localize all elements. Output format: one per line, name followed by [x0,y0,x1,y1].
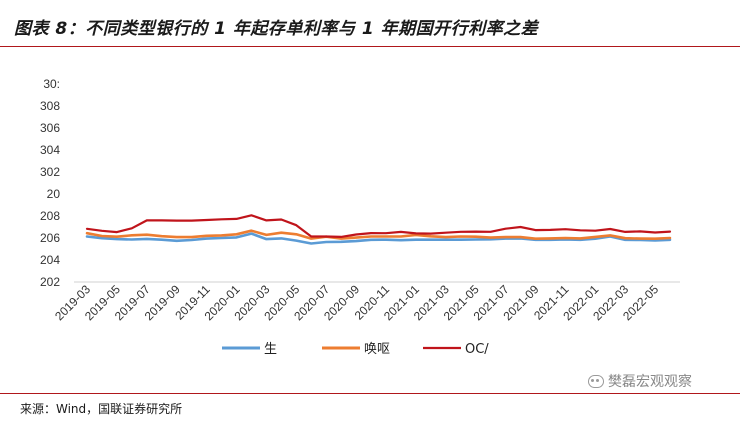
y-tick-label: 302 [40,165,60,179]
y-tick-label: 204 [40,253,60,267]
y-axis-ticks: 202 204 206 208 20 302 304 306 308 30: [40,77,60,289]
y-tick-label: 30: [43,77,60,91]
chart-title: 图表 8：不同类型银行的 1 年起存单利率与 1 年期国开行利率之差 [14,19,539,39]
y-tick-label: 304 [40,143,60,157]
series-line-1 [85,232,672,245]
series-line-2 [85,229,672,240]
series-lines [85,214,672,245]
y-tick-label: 206 [40,231,60,245]
plot-area: 202 204 206 208 20 302 304 306 308 30: 2019-03201… [40,77,680,323]
title-divider [0,46,740,47]
y-tick-label: 202 [40,275,60,289]
legend-label-3: OC/ [465,342,489,357]
y-tick-label: 306 [40,121,60,135]
y-tick-label: 208 [40,209,60,223]
series-line-3 [85,214,672,238]
watermark: 樊磊宏观观察 [588,371,692,391]
legend: 生 唤呕 OC/ [222,342,489,357]
wechat-icon [588,374,604,388]
y-tick-label: 20 [47,187,61,201]
legend-label-2: 唤呕 [364,342,390,357]
footer-divider [0,393,740,394]
watermark-text: 樊磊宏观观察 [608,374,692,390]
source-note: 来源：Wind，国联证券研究所 [20,402,183,416]
legend-label-1: 生 [264,342,277,357]
y-tick-label: 308 [40,99,60,113]
x-axis-ticks: 2019-032019-052019-072019-092019-112020-… [52,282,661,323]
